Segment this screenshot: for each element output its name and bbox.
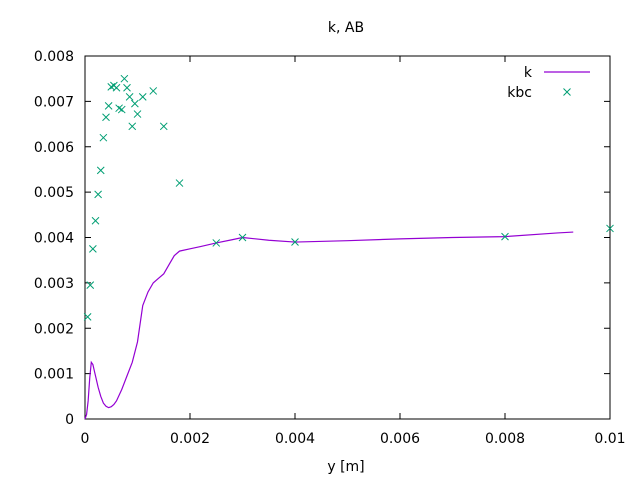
x-tick-label: 0	[81, 431, 90, 447]
series-line-k	[84, 231, 574, 420]
data-point-kbc	[91, 216, 100, 225]
data-point-kbc	[115, 104, 123, 113]
y-tick-label: 0.006	[34, 140, 74, 156]
data-point-kbc	[117, 105, 126, 114]
data-point-kbc	[159, 122, 168, 131]
data-point-kbc	[238, 233, 247, 242]
data-point-kbc	[99, 133, 108, 142]
data-point-kbc	[212, 239, 221, 247]
data-point-kbc	[123, 83, 131, 92]
data-point-kbc	[112, 83, 121, 92]
data-point-kbc	[133, 110, 142, 118]
data-point-kbc	[125, 92, 134, 101]
x-tick-label: 0.006	[380, 431, 420, 447]
y-tick-label: 0.001	[34, 367, 74, 383]
data-point-kbc	[86, 281, 95, 289]
data-point-kbc	[83, 313, 92, 321]
data-point-kbc	[138, 92, 147, 101]
y-tick-label: 0.002	[34, 321, 74, 337]
plot-frame	[84, 55, 611, 420]
data-point-kbc	[94, 190, 102, 199]
data-point-kbc	[175, 179, 184, 187]
data-point-kbc	[291, 238, 299, 246]
data-point-kbc	[128, 122, 137, 131]
data-point-kbc	[149, 87, 158, 95]
x-axis: 0 0.002 0.004 0.006 0.008 0.01	[81, 56, 626, 447]
data-point-kbc	[120, 74, 129, 83]
legend-swatch-kbc	[563, 88, 571, 96]
chart-title: k, AB	[328, 20, 364, 36]
data-point-kbc	[501, 232, 509, 241]
data-point-kbc	[131, 99, 139, 108]
legend-label: k	[524, 65, 533, 81]
series-layer	[83, 74, 614, 420]
y-tick-label: 0.004	[34, 231, 74, 247]
data-point-kbc	[102, 113, 110, 122]
legend: k kbc	[507, 65, 590, 101]
data-point-kbc	[96, 166, 105, 175]
x-tick-label: 0.008	[485, 431, 525, 447]
legend-label: kbc	[507, 85, 532, 101]
data-point-kbc	[104, 102, 113, 110]
x-axis-label: y [m]	[327, 459, 364, 475]
y-tick-label: 0.003	[34, 276, 74, 292]
y-tick-label: 0.005	[34, 185, 74, 201]
x-tick-label: 0.002	[170, 431, 210, 447]
y-tick-label: 0.008	[34, 49, 74, 65]
data-point-kbc	[89, 244, 97, 253]
y-axis: 0 0.001 0.002 0.003 0.004 0.005 0.006 0.007 0.00…	[34, 49, 610, 428]
y-tick-label: 0	[65, 412, 74, 428]
data-point-kbc	[606, 224, 614, 233]
x-tick-label: 0.004	[275, 431, 315, 447]
y-tick-label: 0.007	[34, 94, 74, 110]
x-tick-label: 0.01	[594, 431, 625, 447]
